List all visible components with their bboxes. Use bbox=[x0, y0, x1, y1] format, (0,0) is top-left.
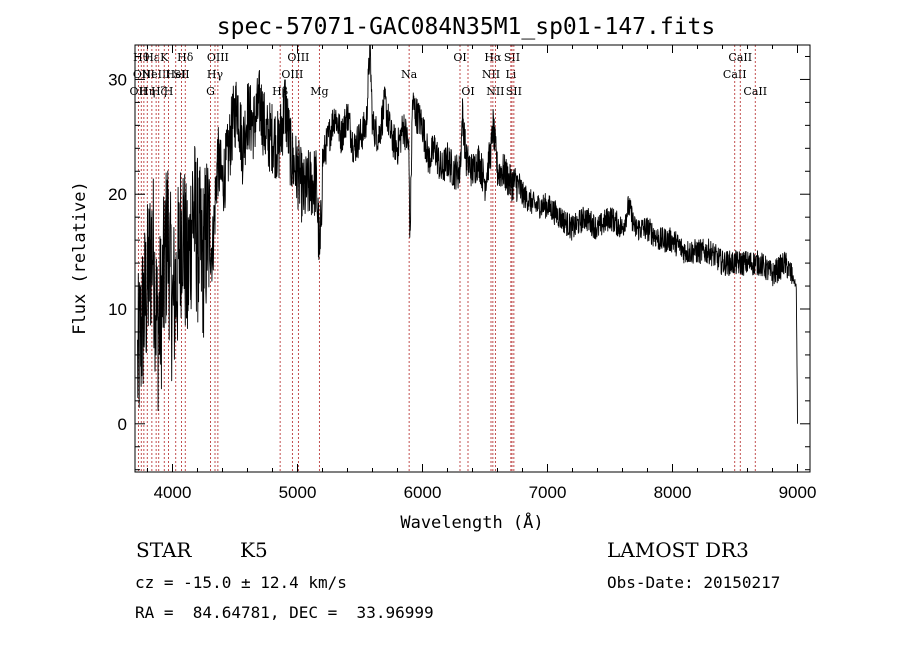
x-tick-label: 6000 bbox=[404, 483, 442, 502]
x-tick-label: 7000 bbox=[529, 483, 567, 502]
sky-coordinates: RA = 84.64781, DEC = 33.96999 bbox=[135, 603, 434, 622]
spectral-line-label: OII bbox=[130, 85, 148, 98]
spectral-line-label: H bbox=[164, 85, 174, 98]
spectral-line-label: OI bbox=[453, 51, 466, 64]
y-tick-label: 30 bbox=[108, 70, 127, 89]
axis-ticks: 4000 5000 6000 7000 8000 9000 0 10 20 30 bbox=[108, 45, 816, 502]
spectral-line-label: NII bbox=[482, 68, 500, 81]
x-tick-label: 9000 bbox=[779, 483, 817, 502]
spectral-line-label: OIII bbox=[207, 51, 229, 64]
spectral-line-label: Mg bbox=[310, 85, 328, 98]
y-axis-label: Flux (relative) bbox=[70, 181, 90, 335]
spectral-line-label: Hγ bbox=[207, 68, 224, 81]
chart-title: spec-57071-GAC084N35M1_sp01-147.fits bbox=[217, 14, 716, 40]
spectral-line-label: Hη bbox=[139, 85, 155, 98]
spectral-line-label: Hε bbox=[144, 51, 160, 64]
object-subclass: K5 bbox=[240, 538, 268, 562]
spectral-line-label: NII bbox=[486, 85, 504, 98]
spectral-line-label: OI bbox=[461, 85, 474, 98]
spectral-line-label: CaII bbox=[723, 68, 747, 81]
spectral-line-label: K bbox=[160, 51, 169, 64]
spectral-line-label: CaII bbox=[743, 85, 767, 98]
spectral-line-label: HeI bbox=[166, 68, 186, 81]
spectral-line-label: G bbox=[206, 85, 215, 98]
y-tick-label: 10 bbox=[108, 300, 127, 319]
x-tick-label: 4000 bbox=[154, 483, 192, 502]
spectrum-chart: spec-57071-GAC084N35M1_sp01-147.fits OII… bbox=[70, 14, 816, 533]
y-tick-label: 20 bbox=[108, 185, 127, 204]
y-tick-label: 0 bbox=[118, 415, 127, 434]
survey-name: LAMOST DR3 bbox=[607, 538, 749, 562]
spectral-line-label: SII bbox=[173, 68, 189, 81]
spectral-line-label: OIII bbox=[133, 68, 155, 81]
spectral-line-label: SII bbox=[506, 85, 522, 98]
obs-date: Obs-Date: 20150217 bbox=[607, 573, 781, 592]
spectral-lines: OIIHθOIIIHηHεNeIIIHζKHHeISIIHδGHγOIIIHβO… bbox=[130, 45, 767, 472]
spectral-line-label: SII bbox=[504, 51, 520, 64]
spectral-line-label: CaII bbox=[728, 51, 752, 64]
object-class: STAR bbox=[136, 538, 192, 562]
spectral-line-label: Hα bbox=[484, 51, 502, 64]
x-tick-label: 8000 bbox=[654, 483, 692, 502]
spectral-line-label: Na bbox=[401, 68, 418, 81]
spectral-line-label: Li bbox=[505, 68, 516, 81]
x-tick-label: 5000 bbox=[279, 483, 317, 502]
redshift-value: cz = -15.0 ± 12.4 km/s bbox=[135, 573, 347, 592]
spectral-line-label: OIII bbox=[281, 68, 303, 81]
spectral-line-label: Hδ bbox=[177, 51, 194, 64]
spectral-line-label: NeIII bbox=[142, 68, 171, 81]
spectral-line-label: Hζ bbox=[151, 85, 167, 98]
spectral-line-label: OIII bbox=[287, 51, 309, 64]
spectrum-series bbox=[137, 44, 798, 424]
spectrum-line bbox=[137, 44, 798, 424]
x-axis-label: Wavelength (Å) bbox=[400, 511, 543, 533]
spectral-line-label: Hθ bbox=[133, 51, 150, 64]
